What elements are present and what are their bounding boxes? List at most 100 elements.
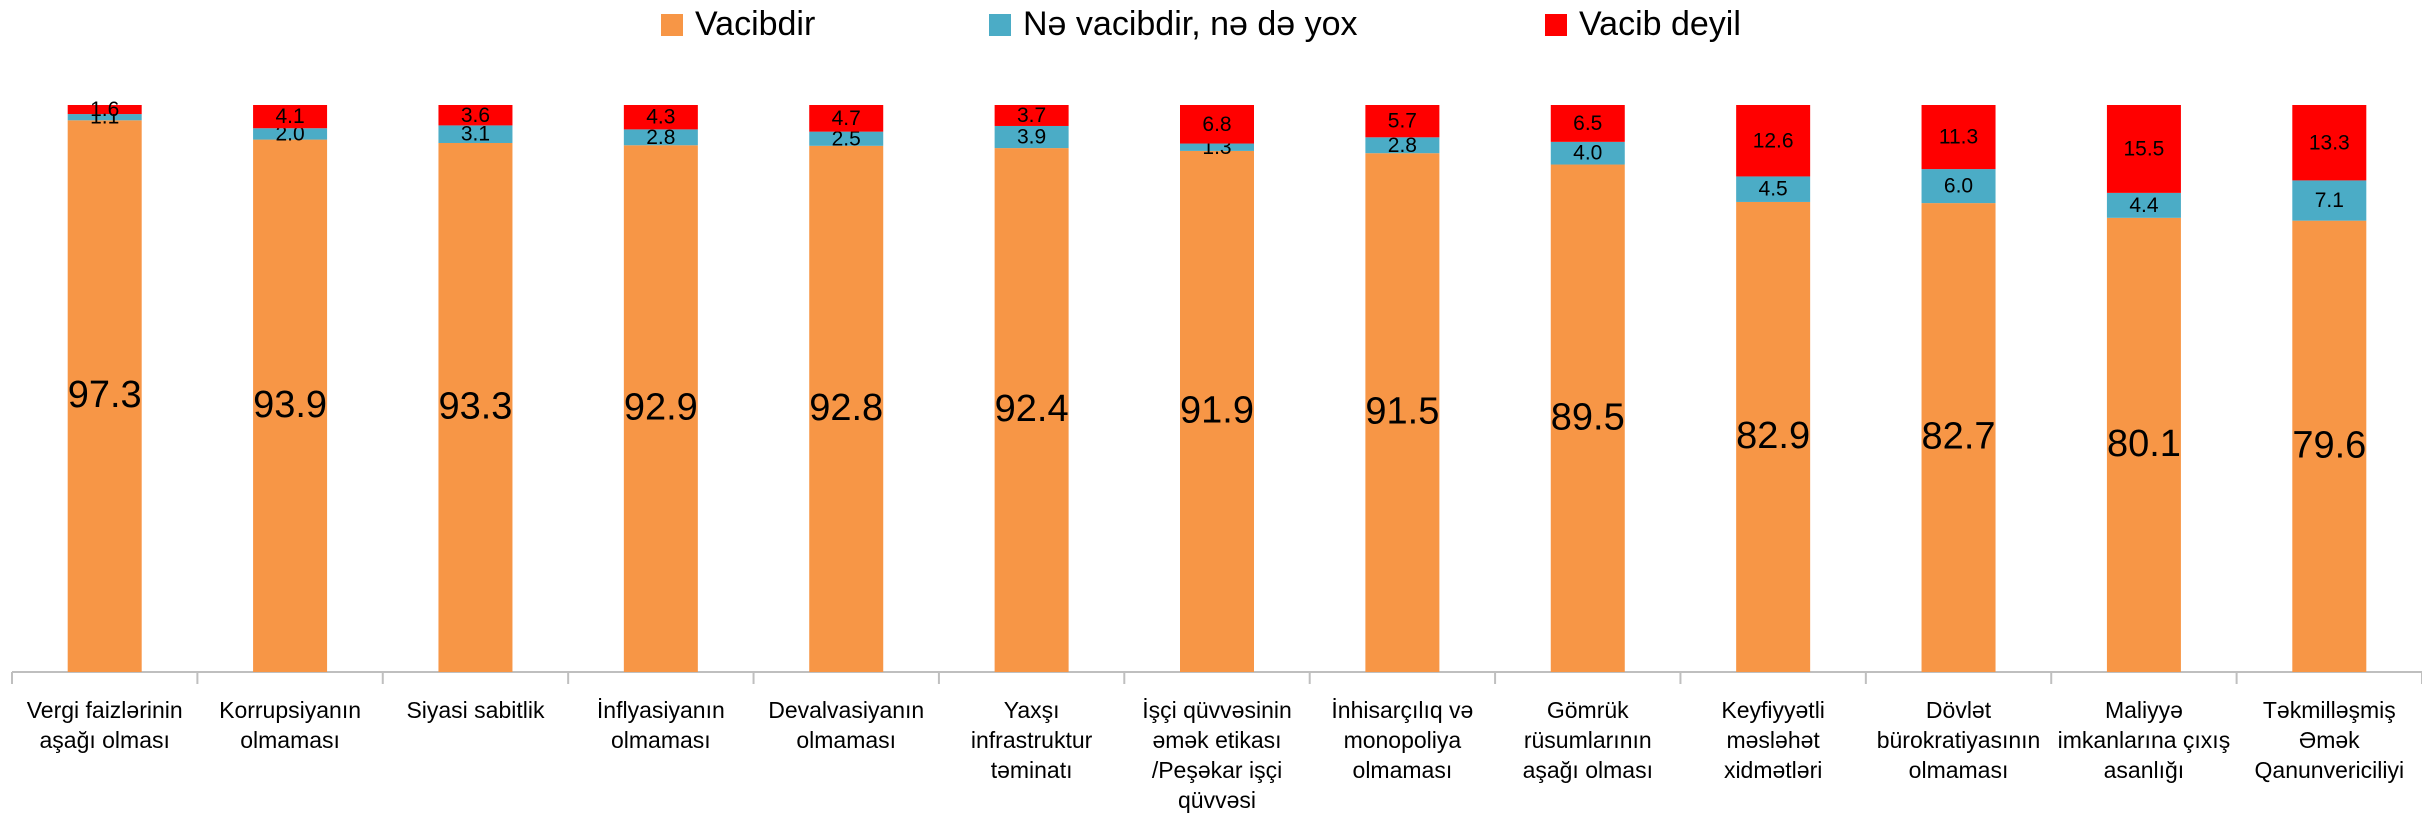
x-tick-label-line: infrastruktur	[971, 727, 1093, 753]
x-tick-label-line: Korrupsiyanın	[219, 697, 361, 723]
data-label: 93.9	[253, 384, 327, 426]
bar-segment	[1921, 203, 1996, 672]
x-tick-label-line: Siyasi sabitlik	[406, 697, 545, 723]
x-tick-label-line: Keyfiyyətli	[1721, 697, 1825, 723]
x-tick-label-line: xidmətləri	[1724, 757, 1822, 783]
x-tick-label: İnhisarçılıq və monopoliya olmaması	[1331, 697, 1473, 783]
x-tick-label-line: İşçi qüvvəsinin	[1142, 697, 1292, 723]
data-label: 2.8	[646, 126, 675, 149]
x-tick-label-line: rüsumlarının	[1524, 727, 1652, 753]
bar-segment	[1365, 153, 1440, 672]
data-label: 92.4	[995, 388, 1069, 430]
bar-segment	[438, 142, 513, 672]
data-label: 7.1	[2315, 189, 2344, 212]
bar-segment	[2106, 105, 2181, 193]
x-tick-label: Yaxşı infrastruktur təminatı	[971, 697, 1093, 783]
x-tick-label: Dövlət bürokratiyasının olmaması	[1877, 697, 2041, 783]
x-tick-label-line: İnflyasiyanın	[597, 697, 725, 723]
bar-segment	[2292, 220, 2367, 672]
x-tick-label: Gömrük rüsumlarının aşağı olması	[1523, 697, 1653, 783]
bar-segment	[809, 131, 884, 146]
x-tick-label: Maliyyə imkanlarına çıxış asanlığı	[2058, 697, 2231, 783]
data-label: 3.1	[461, 123, 490, 146]
x-tick-label-line: Vergi faizlərinin	[27, 697, 183, 723]
bar-segment	[623, 105, 698, 130]
bar-segment	[809, 145, 884, 673]
data-label: 4.4	[2129, 194, 2159, 217]
data-label: 4.0	[1573, 142, 1602, 165]
data-label: 3.9	[1017, 126, 1046, 149]
data-label: 6.5	[1573, 112, 1602, 135]
x-tick-label-line: qüvvəsi	[1178, 787, 1256, 813]
bar-segment	[1736, 105, 1811, 177]
legend-label: Nə vacibdir, nə də yox	[1023, 5, 1358, 43]
bar-segment	[2292, 105, 2367, 181]
legend-swatch	[989, 14, 1011, 36]
data-label: 3.7	[1017, 104, 1046, 127]
x-tick-label-line: təminatı	[991, 757, 1073, 783]
data-label: 91.9	[1180, 389, 1254, 431]
data-label: 79.6	[2292, 424, 2366, 466]
x-tick-label-line: Təkmilləşmiş	[2263, 697, 2396, 723]
x-tick-label-line: olmaması	[796, 727, 896, 753]
bar-segment	[67, 105, 142, 115]
bar-segment	[253, 139, 328, 672]
bar-segment	[1736, 176, 1811, 202]
x-tick-label-line: Maliyyə	[2105, 697, 2183, 723]
x-tick-label: İşçi qüvvəsinin əmək etikası/Peşəkar işçi…	[1142, 697, 1292, 813]
bar-segment	[809, 105, 884, 132]
bar-segment	[1550, 105, 1625, 142]
x-tick-label-line: asanlığı	[2104, 757, 2185, 783]
x-tick-label-line: Devalvasiyanın	[768, 697, 924, 723]
bar-segment	[623, 129, 698, 146]
legend-label: Vacibdir	[695, 5, 815, 43]
bar-segment	[1550, 141, 1625, 165]
x-tick-label-line: olmaması	[240, 727, 340, 753]
data-label: 6.0	[1944, 175, 1973, 198]
bar-segment	[1365, 105, 1440, 138]
bar-segment	[1736, 201, 1811, 672]
bar-segment	[253, 128, 328, 140]
data-label: 97.3	[68, 374, 142, 416]
x-tick-label-line: olmaması	[611, 727, 711, 753]
x-tick-label-line: olmaması	[1909, 757, 2009, 783]
data-label: 6.8	[1202, 113, 1231, 136]
x-tick-label-line: İnhisarçılıq və	[1331, 697, 1473, 723]
x-tick-label-line: monopoliya	[1344, 727, 1462, 753]
bar-segment	[1921, 169, 1996, 204]
x-tick-label: Korrupsiyanın olmaması	[219, 697, 361, 753]
x-tick-label-line: məsləhət	[1726, 727, 1820, 753]
x-tick-label-line: Qanunvericiliyi	[2255, 757, 2405, 783]
bar-segment	[2292, 180, 2367, 221]
data-label: 92.9	[624, 387, 698, 429]
data-label: 4.1	[275, 105, 304, 128]
data-label: 82.7	[1922, 416, 1996, 458]
data-label: 4.5	[1759, 178, 1788, 201]
bar-segment	[1180, 150, 1254, 672]
bar-segment	[1365, 137, 1440, 154]
x-tick-label: Vergi faizlərinin aşağı olması	[27, 697, 183, 753]
bar-segment	[1550, 164, 1625, 672]
bar-segment	[994, 105, 1069, 126]
bar-segment	[438, 125, 513, 143]
data-label: 82.9	[1736, 415, 1810, 457]
data-label: 11.3	[1939, 126, 1978, 149]
x-tick-label-line: Yaxşı	[1004, 697, 1060, 723]
data-label: 92.8	[809, 387, 883, 429]
bar-segment	[1921, 105, 1996, 170]
x-tick-label-line: aşağı olması	[39, 727, 169, 753]
data-label: 12.6	[1753, 129, 1794, 152]
x-tick-label-line: Gömrük	[1547, 697, 1629, 723]
x-tick-label: Siyasi sabitlik	[406, 697, 545, 723]
data-label: 13.3	[2309, 131, 2350, 154]
legend-swatch	[661, 14, 683, 36]
x-tick-label: Təkmilləşmiş Əmək Qanunvericiliyi	[2255, 697, 2405, 783]
x-tick-label-line: əmək etikası	[1152, 727, 1281, 753]
x-tick-label-line: Dövlət	[1926, 697, 1992, 723]
bar-segment	[1180, 143, 1254, 151]
bar-segment	[67, 120, 142, 672]
data-label: 4.3	[646, 106, 675, 129]
x-tick-label: İnflyasiyanın olmaması	[597, 697, 725, 753]
x-tick-label-line: aşağı olması	[1523, 757, 1653, 783]
x-tick-label-line: bürokratiyasının	[1877, 727, 2041, 753]
